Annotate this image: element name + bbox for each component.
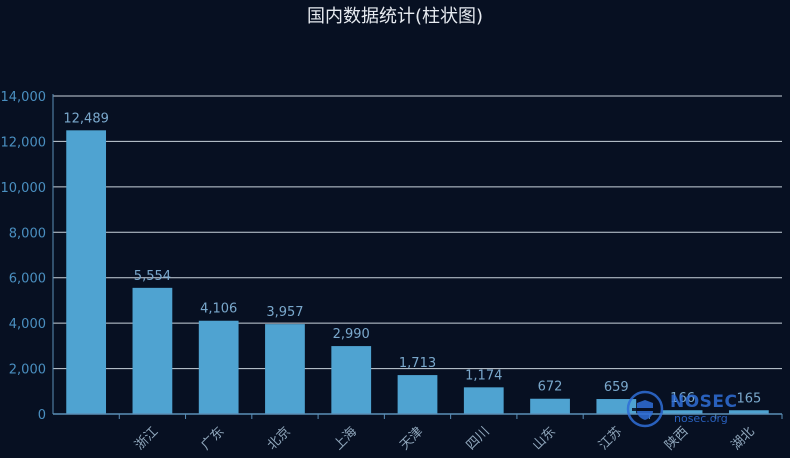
data-label: 166 [670,391,695,406]
bar [265,324,305,414]
data-label: 165 [736,391,761,406]
data-label: 2,990 [333,327,370,342]
y-tick-label: 8,000 [9,226,46,241]
nosec-shield-logo-icon [626,390,664,428]
y-tick-label: 12,000 [1,135,47,150]
data-label: 5,554 [134,269,171,284]
bar [728,410,769,414]
bar [132,287,173,414]
bar [331,346,372,414]
bar [66,130,107,414]
y-tick-label: 10,000 [1,181,47,196]
bar [397,375,438,414]
data-label: 12,489 [63,111,109,126]
x-tick-label: 浙江 [132,424,161,453]
y-tick-label: 6,000 [9,272,46,287]
bar [596,399,637,414]
x-tick-label: 江苏 [595,424,625,454]
bar [198,320,239,414]
data-label: 4,106 [200,302,237,317]
data-label: 659 [604,380,629,395]
data-label: 3,957 [266,305,303,320]
x-tick-label: 四川 [464,424,493,453]
watermark-site: nosec.org [674,412,728,425]
bar [662,410,703,414]
watermark-name: NOSEC [670,392,738,412]
data-label: 1,174 [465,368,502,383]
x-tick-label: 上海 [331,424,360,453]
x-tick-label: 天津 [397,424,426,453]
y-tick-label: 2,000 [9,363,46,378]
nosec-watermark: NOSEC nosec.org [626,388,746,434]
bar [463,387,504,414]
y-tick-label: 14,000 [1,90,47,105]
chart-title: 国内数据统计(柱状图) [306,6,484,27]
x-tick-label: 广东 [199,424,228,453]
bar [530,398,570,414]
x-tick-label: 北京 [265,424,294,453]
data-label: 1,713 [399,356,436,371]
data-label: 672 [538,380,563,395]
x-tick-label: 山东 [530,424,559,453]
y-tick-label: 4,000 [9,317,46,332]
y-tick-label: 0 [38,408,46,423]
